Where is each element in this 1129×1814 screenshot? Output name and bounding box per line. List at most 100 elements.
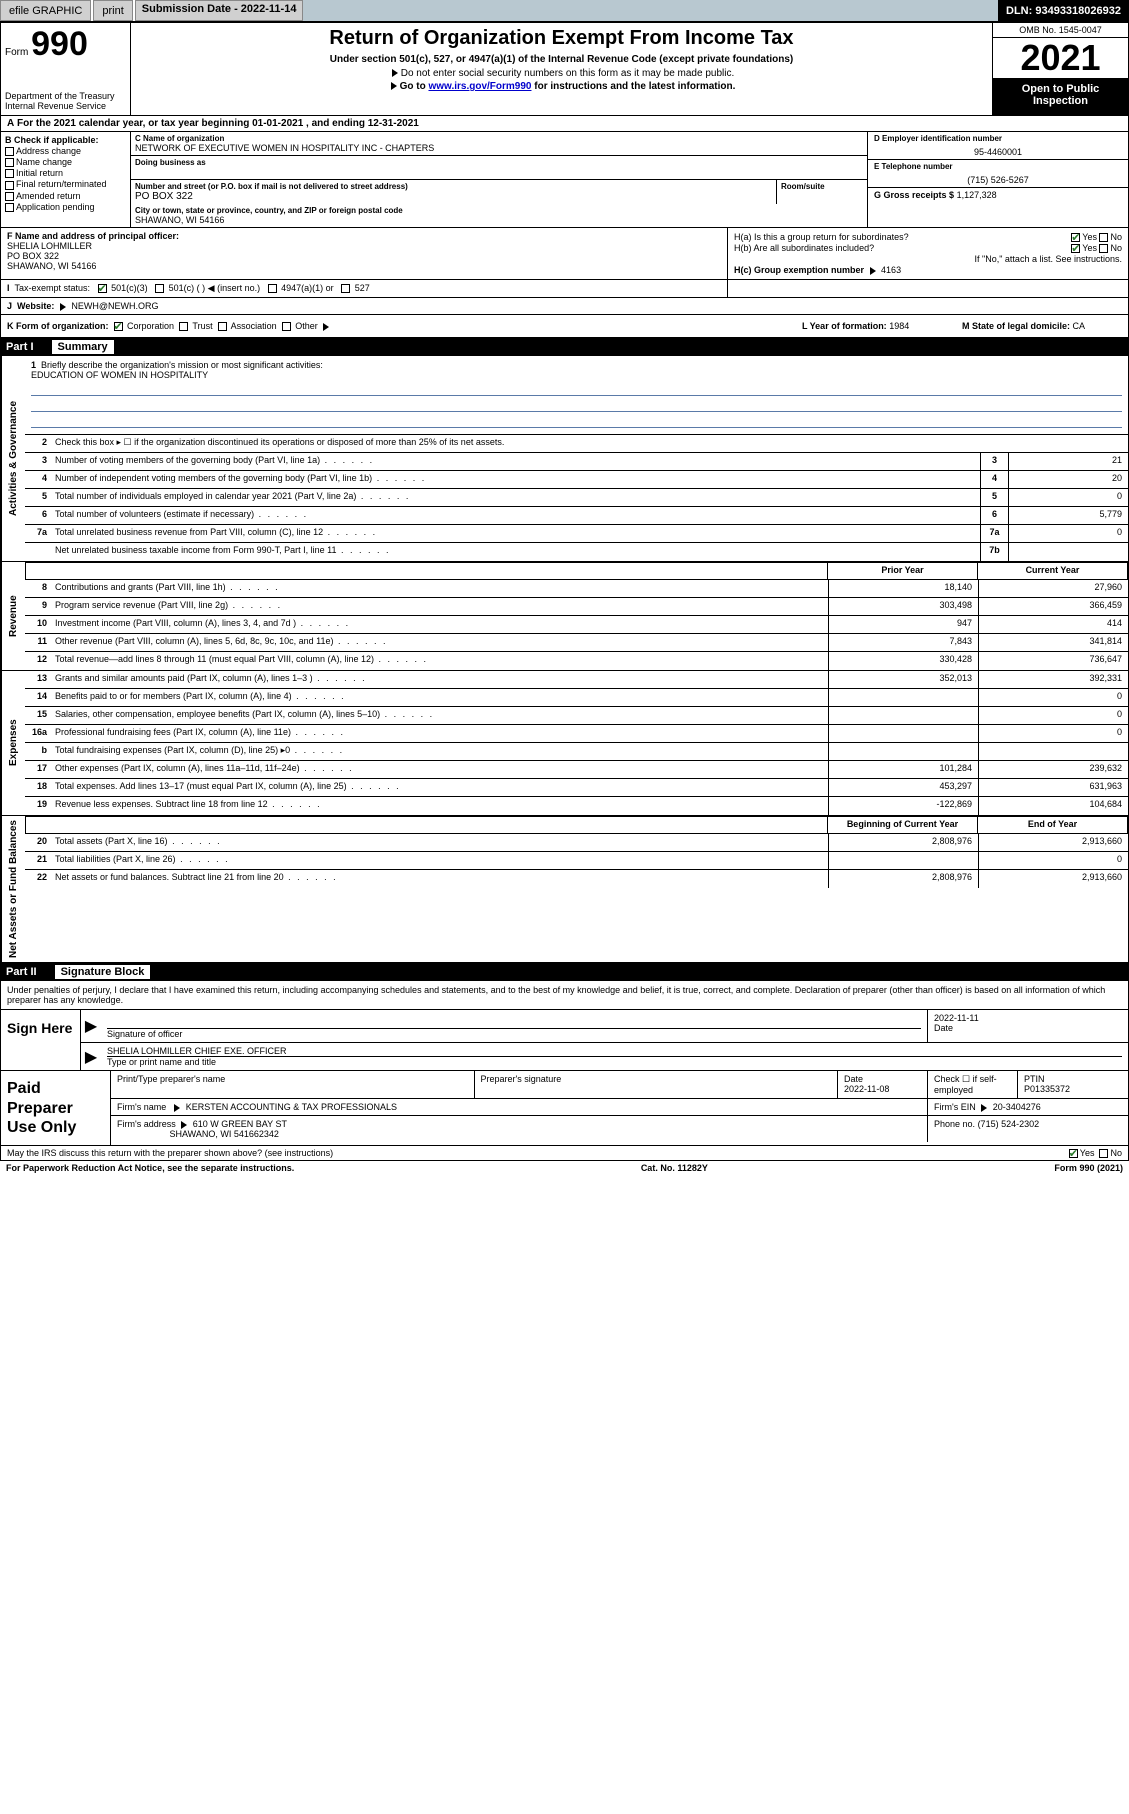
h-a-yes[interactable] (1071, 233, 1080, 242)
chk-501c3[interactable] (98, 284, 107, 293)
form-subtitle: Under section 501(c), 527, or 4947(a)(1)… (137, 54, 986, 65)
discuss-row: May the IRS discuss this return with the… (0, 1146, 1129, 1161)
vlabel-net-assets: Net Assets or Fund Balances (1, 816, 25, 962)
table-row: 5Total number of individuals employed in… (25, 489, 1128, 507)
firm-addr2: SHAWANO, WI 541662342 (170, 1129, 279, 1139)
chk-final-return[interactable]: Final return/terminated (5, 179, 126, 189)
chk-name-change[interactable]: Name change (5, 157, 126, 167)
firm-tel: (715) 524-2302 (978, 1119, 1040, 1129)
col-c-org-info: C Name of organization NETWORK OF EXECUT… (131, 132, 868, 227)
chk-amended[interactable]: Amended return (5, 191, 126, 201)
box-b-header: B Check if applicable: (5, 135, 126, 145)
chk-trust[interactable] (179, 322, 188, 331)
dba-label: Doing business as (135, 158, 863, 167)
table-row: 8Contributions and grants (Part VIII, li… (25, 580, 1128, 598)
table-row: 9Program service revenue (Part VIII, lin… (25, 598, 1128, 616)
table-row: 16aProfessional fundraising fees (Part I… (25, 725, 1128, 743)
irs-link[interactable]: www.irs.gov/Form990 (428, 81, 531, 92)
efile-label: efile GRAPHIC (0, 0, 91, 21)
sig-arrow-icon: ▶ (81, 1010, 101, 1042)
row-j: J Website: NEWH@NEWH.ORG (0, 298, 1129, 315)
chk-4947[interactable] (268, 284, 277, 293)
h-a-no[interactable] (1099, 233, 1108, 242)
print-button[interactable]: print (93, 0, 132, 21)
row-i: I Tax-exempt status: 501(c)(3) 501(c) ( … (0, 280, 1129, 298)
begin-year-header: Beginning of Current Year (827, 817, 977, 833)
paid-preparer-label: Paid Preparer Use Only (1, 1071, 111, 1145)
sig-date: 2022-11-11 (934, 1013, 1122, 1023)
open-public: Open to Public Inspection (993, 79, 1128, 115)
h-b-no[interactable] (1099, 244, 1108, 253)
top-bar: efile GRAPHIC print Submission Date - 20… (0, 0, 1129, 22)
form-ref: Form 990 (2021) (1054, 1163, 1123, 1173)
chk-corp[interactable] (114, 322, 123, 331)
sig-date-label: Date (934, 1023, 953, 1033)
chk-initial-return[interactable]: Initial return (5, 168, 126, 178)
table-row: 6Total number of volunteers (estimate if… (25, 507, 1128, 525)
h-b-yes[interactable] (1071, 244, 1080, 253)
sig-name: SHELIA LOHMILLER CHIEF EXE. OFFICER (107, 1046, 1122, 1057)
table-row: 3Number of voting members of the governi… (25, 453, 1128, 471)
officer-name: SHELIA LOHMILLER (7, 241, 92, 251)
expenses-section: Expenses 13Grants and similar amounts pa… (0, 671, 1129, 816)
name-label: C Name of organization (135, 134, 863, 143)
header-center: Return of Organization Exempt From Incom… (131, 23, 993, 115)
signature-block: Sign Here ▶ Signature of officer 2022-11… (0, 1010, 1129, 1071)
section-bcd: B Check if applicable: Address change Na… (0, 132, 1129, 228)
chk-527[interactable] (341, 284, 350, 293)
table-row: 13Grants and similar amounts paid (Part … (25, 671, 1128, 689)
table-row: 10Investment income (Part VIII, column (… (25, 616, 1128, 634)
row-klm: K Form of organization: Corporation Trus… (0, 315, 1129, 338)
chk-501c[interactable] (155, 284, 164, 293)
dept-label: Department of the Treasury Internal Reve… (5, 91, 126, 111)
page-footer: For Paperwork Reduction Act Notice, see … (0, 1161, 1129, 1175)
col-d-ein-tel: D Employer identification number 95-4460… (868, 132, 1128, 227)
officer-addr2: SHAWANO, WI 54166 (7, 261, 96, 271)
org-address: PO BOX 322 (135, 191, 772, 202)
h-b-label: H(b) Are all subordinates included? (734, 243, 874, 253)
line-2: Check this box ▸ ☐ if the organization d… (51, 435, 1128, 452)
org-city: SHAWANO, WI 54166 (135, 215, 863, 225)
prep-name-header: Print/Type preparer's name (117, 1074, 225, 1084)
sig-name-label: Type or print name and title (107, 1057, 216, 1067)
topbar-spacer (303, 0, 998, 21)
header-left: Form 990 Department of the Treasury Inte… (1, 23, 131, 115)
table-row: 15Salaries, other compensation, employee… (25, 707, 1128, 725)
chk-other[interactable] (282, 322, 291, 331)
prep-self-employed[interactable]: Check ☐ if self-employed (928, 1071, 1018, 1098)
mission-block: 1 Briefly describe the organization's mi… (25, 356, 1128, 435)
chk-app-pending[interactable]: Application pending (5, 202, 126, 212)
city-label: City or town, state or province, country… (135, 206, 863, 215)
table-row: 11Other revenue (Part VIII, column (A), … (25, 634, 1128, 652)
box-f: F Name and address of principal officer:… (1, 228, 728, 279)
mission-text: EDUCATION OF WOMEN IN HOSPITALITY (31, 370, 208, 380)
table-row: 21Total liabilities (Part X, line 26)0 (25, 852, 1128, 870)
discuss-no[interactable] (1099, 1149, 1108, 1158)
net-assets-section: Net Assets or Fund Balances Beginning of… (0, 816, 1129, 963)
tel-label: E Telephone number (874, 162, 1122, 171)
submission-date: Submission Date - 2022-11-14 (135, 0, 304, 21)
state-label: M State of legal domicile: (962, 321, 1070, 331)
gross-value: 1,127,328 (957, 190, 997, 200)
end-year-header: End of Year (977, 817, 1127, 833)
dln-label: DLN: 93493318026932 (998, 0, 1129, 21)
chk-address-change[interactable]: Address change (5, 146, 126, 156)
discuss-yes[interactable] (1069, 1149, 1078, 1158)
prior-year-header: Prior Year (827, 563, 977, 579)
sig-officer-label: Signature of officer (107, 1029, 182, 1039)
table-row: 14Benefits paid to or for members (Part … (25, 689, 1128, 707)
table-row: 22Net assets or fund balances. Subtract … (25, 870, 1128, 888)
table-row: 19Revenue less expenses. Subtract line 1… (25, 797, 1128, 815)
header-right: OMB No. 1545-0047 2021 Open to Public In… (993, 23, 1128, 115)
table-row: 17Other expenses (Part IX, column (A), l… (25, 761, 1128, 779)
row-a-tax-year: A For the 2021 calendar year, or tax yea… (0, 116, 1129, 132)
sig-arrow-icon-2: ▶ (81, 1043, 101, 1070)
h-note: If "No," attach a list. See instructions… (734, 254, 1122, 264)
sign-here-label: Sign Here (1, 1010, 81, 1070)
ein-label: D Employer identification number (874, 134, 1122, 143)
prep-sig-header: Preparer's signature (481, 1074, 562, 1084)
vlabel-expenses: Expenses (1, 671, 25, 815)
chk-assoc[interactable] (218, 322, 227, 331)
gross-label: G Gross receipts $ (874, 190, 954, 200)
part-2-header: Part IISignature Block (0, 963, 1129, 981)
